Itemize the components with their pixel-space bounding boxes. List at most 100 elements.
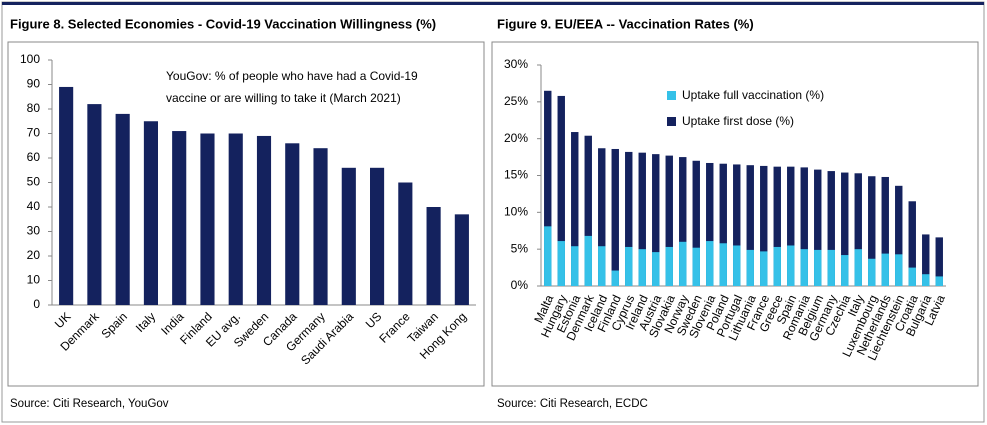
x-tick-label: Spain (98, 309, 130, 341)
bar (665, 246, 673, 286)
y-tick-label: 0 (33, 297, 40, 311)
bar (398, 182, 413, 305)
bar (854, 173, 862, 286)
bar (557, 95, 565, 286)
bar (800, 167, 808, 286)
bar (719, 243, 727, 286)
annotation: YouGov: % of people who have had a Covid… (166, 69, 418, 83)
bar (172, 131, 187, 305)
bar (87, 104, 102, 305)
panel-border (7, 41, 485, 387)
bar (868, 176, 876, 286)
bar (584, 235, 592, 286)
y-tick-label: 60 (27, 150, 41, 164)
y-tick-label: 100 (20, 52, 40, 66)
bar (773, 166, 781, 286)
bar (256, 135, 272, 305)
bar (692, 160, 700, 286)
bar (59, 86, 74, 305)
bar (638, 249, 646, 286)
bar (571, 246, 579, 286)
bar (625, 151, 633, 286)
bar (706, 241, 714, 286)
legend-label: Uptake first dose (%) (682, 114, 794, 128)
bar (814, 249, 822, 286)
bar (652, 252, 660, 286)
bar (827, 171, 835, 286)
bar (746, 249, 754, 286)
bar (665, 155, 673, 286)
annotation: vaccine or are willing to take it (March… (166, 91, 401, 105)
bar (706, 162, 714, 286)
bar (800, 249, 808, 286)
bar (544, 90, 552, 287)
bar (285, 143, 300, 305)
y-tick-label: 5% (511, 241, 529, 255)
y-tick-label: 80 (27, 101, 41, 115)
bar (895, 185, 903, 286)
bar (935, 237, 943, 286)
bar (841, 172, 849, 286)
legend-swatch (667, 91, 676, 100)
bar (611, 270, 619, 286)
bar (454, 214, 469, 305)
bar (370, 167, 385, 305)
panel-border (491, 41, 979, 387)
bar (854, 249, 862, 286)
bar (814, 169, 822, 286)
x-tick-label: UK (52, 309, 74, 331)
bar (584, 135, 592, 286)
bar (625, 246, 633, 286)
y-tick-label: 0% (511, 278, 529, 292)
bar (733, 164, 741, 286)
bar (827, 249, 835, 286)
y-tick-label: 30 (27, 224, 41, 238)
bar (544, 226, 552, 286)
bar (557, 241, 565, 286)
x-tick-label: US (363, 309, 385, 331)
bar (881, 253, 889, 286)
bar (922, 234, 930, 286)
x-tick-label: Italy (133, 309, 158, 334)
bar (200, 133, 215, 305)
x-tick-label: France (376, 309, 413, 346)
chart-title: Figure 8. Selected Economies - Covid-19 … (10, 16, 436, 31)
bar (841, 255, 849, 286)
y-tick-label: 20% (504, 131, 528, 145)
bar (719, 163, 727, 286)
y-tick-label: 15% (504, 168, 528, 182)
bar (611, 148, 619, 286)
bar (746, 165, 754, 286)
bar (908, 201, 916, 286)
bar (341, 167, 356, 305)
bar (868, 258, 876, 286)
bar (787, 245, 795, 286)
y-tick-label: 40 (27, 199, 41, 213)
bar (652, 154, 660, 286)
bar (895, 254, 903, 286)
bar (115, 113, 130, 306)
bar (426, 207, 441, 305)
source: Source: Citi Research, YouGov (10, 398, 169, 410)
y-tick-label: 30% (504, 57, 528, 71)
bar (692, 247, 700, 286)
bar (598, 148, 606, 286)
bar (760, 251, 768, 286)
chart-title: Figure 9. EU/EEA -- Vaccination Rates (%… (497, 16, 754, 31)
bar (922, 274, 930, 286)
bar (908, 267, 916, 286)
bar (228, 133, 243, 305)
bar (313, 148, 328, 305)
bar (679, 241, 687, 286)
bar (598, 246, 606, 286)
bar (935, 276, 943, 286)
bar (881, 176, 889, 286)
bar (760, 165, 768, 286)
bar (679, 157, 687, 286)
source: Source: Citi Research, ECDC (497, 398, 648, 410)
bar (143, 121, 158, 305)
bar (787, 166, 795, 286)
y-tick-label: 10 (27, 273, 41, 287)
legend-swatch (667, 117, 676, 126)
